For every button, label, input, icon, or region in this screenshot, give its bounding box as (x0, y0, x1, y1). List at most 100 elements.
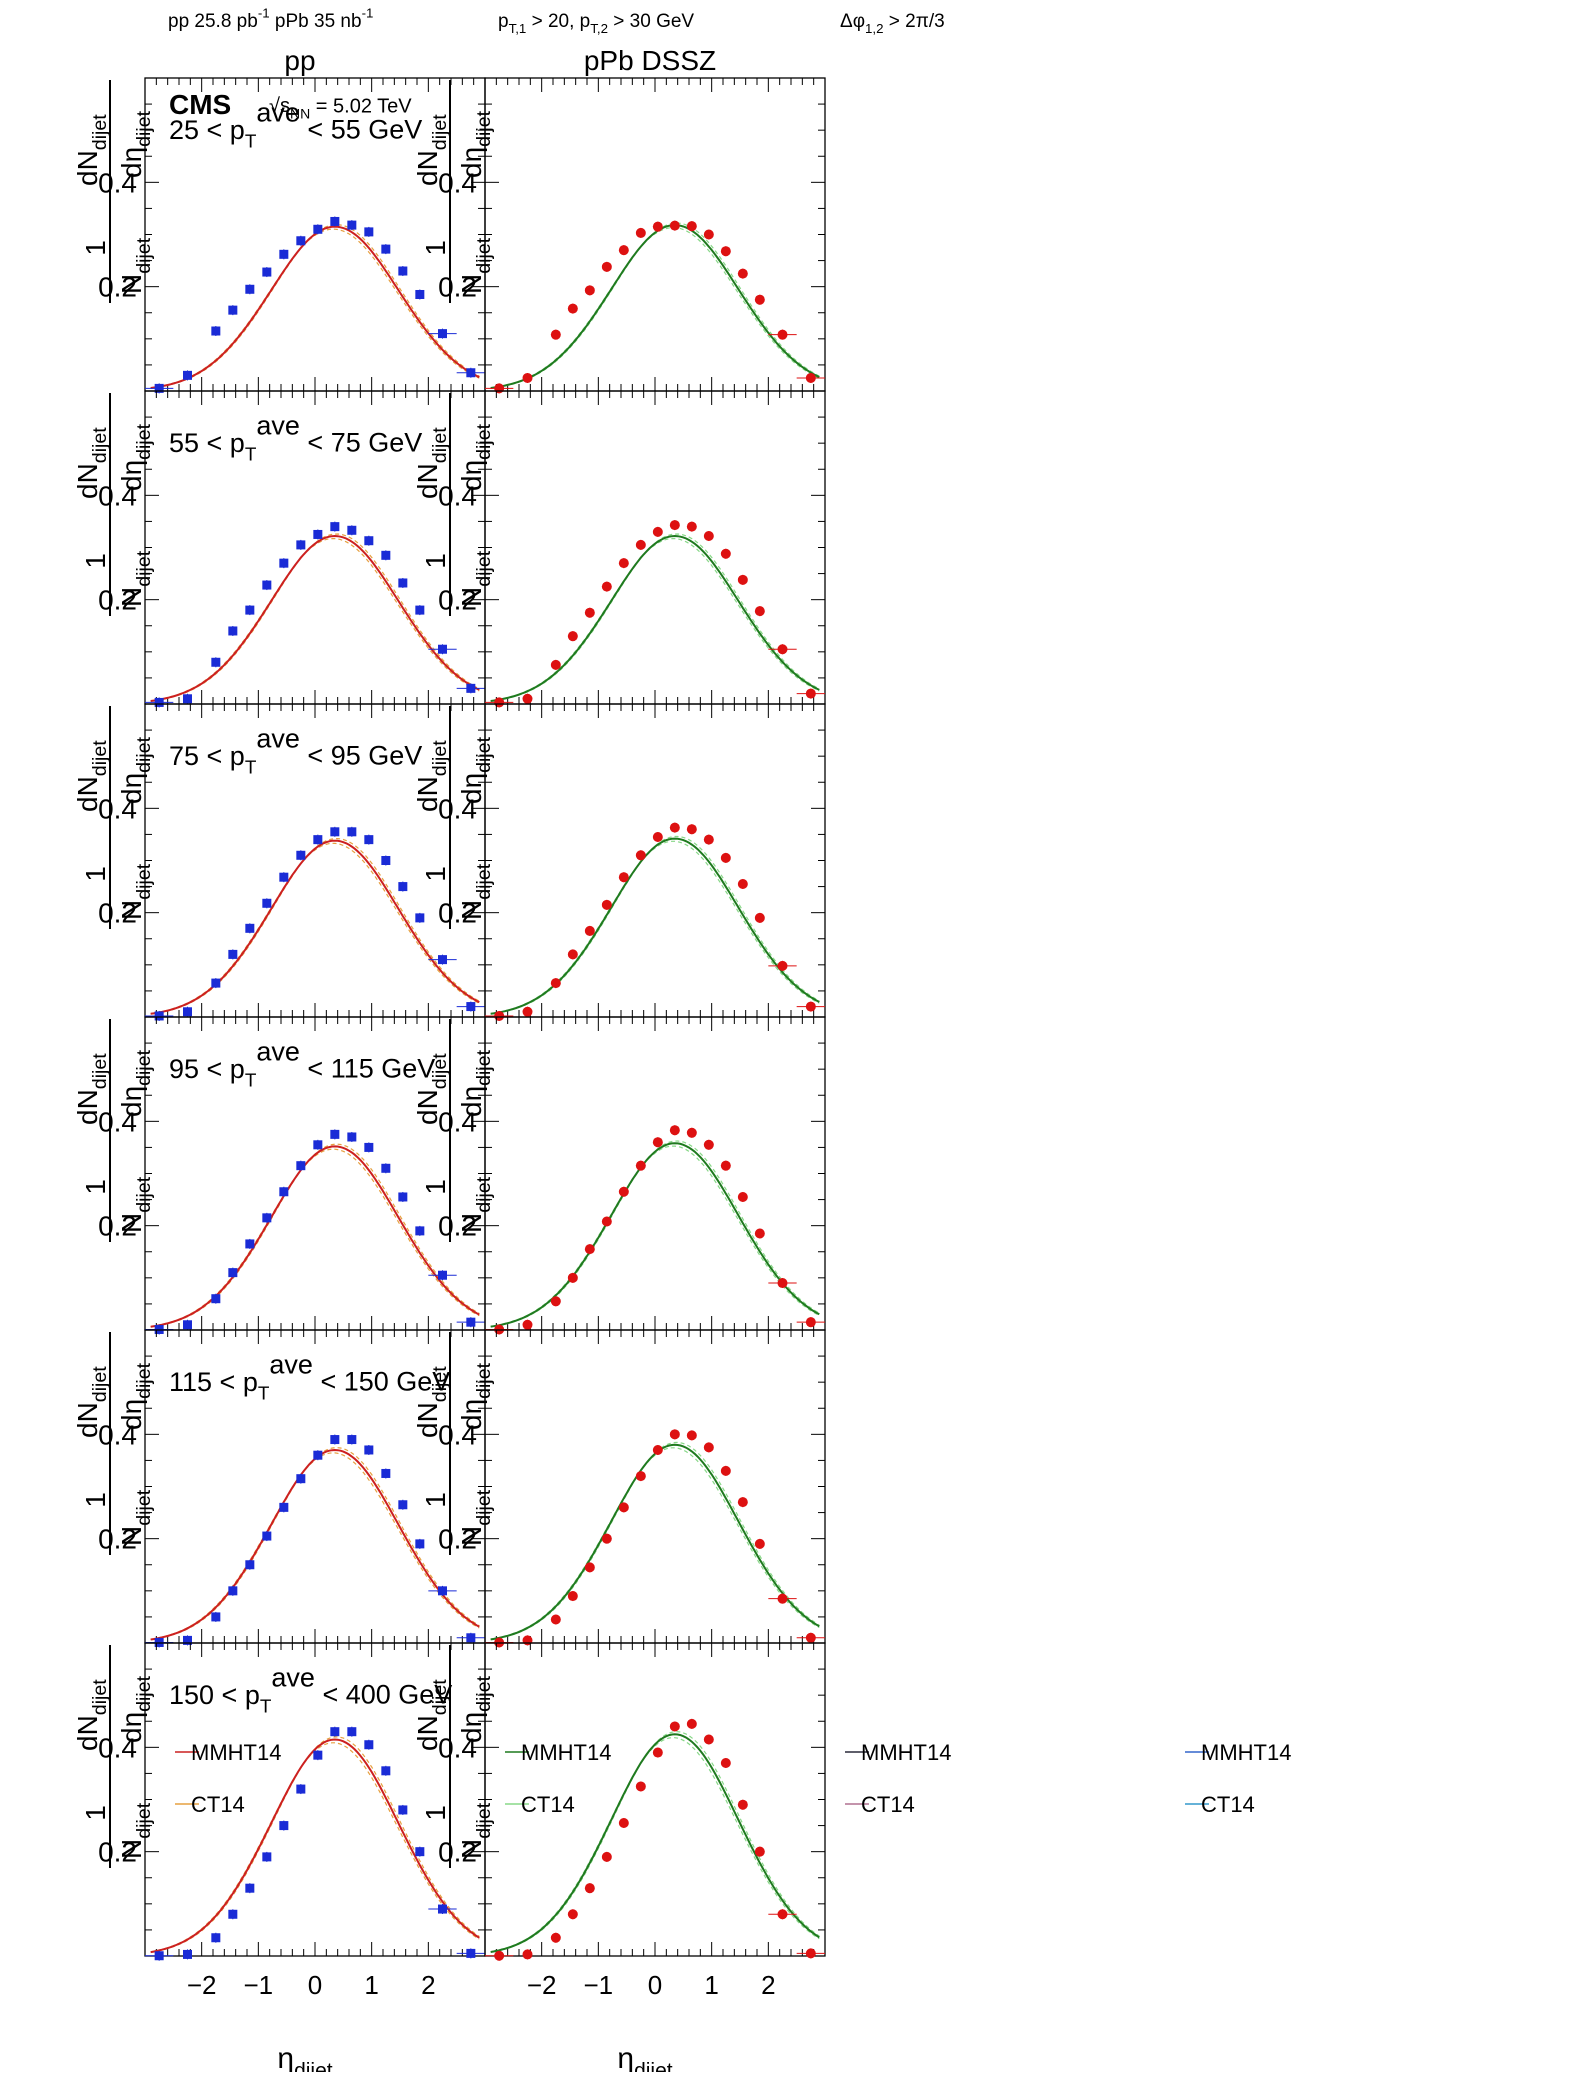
data-point (228, 949, 238, 959)
y-tick-label: 0.2 (438, 1524, 477, 1555)
data-point (154, 1011, 164, 1021)
data-point (550, 1614, 561, 1625)
data-point (228, 1909, 238, 1919)
header-dphi-cut: Δφ1,2 > 2π/3 (840, 11, 945, 36)
data-point (567, 1272, 578, 1283)
data-point (211, 1612, 221, 1622)
y-axis-label: 1 Ndijet (420, 1445, 495, 1555)
y-axis-label: 1 Ndijet (80, 819, 155, 929)
data-point (398, 1192, 408, 1202)
data-point (601, 1851, 612, 1862)
data-point (805, 688, 816, 699)
data-point (347, 525, 357, 535)
data-point (415, 1539, 425, 1549)
y-axis-label: 1 Ndijet (420, 1758, 495, 1868)
y-tick-label: 0.4 (438, 1419, 477, 1450)
data-point (754, 1228, 765, 1239)
y-label-N: Ndijet (116, 1802, 155, 1859)
data-point (347, 827, 357, 837)
y-label-dN: dNdijet (412, 1366, 451, 1438)
panel-label: 25 < pTave < 55 GeV (169, 98, 422, 153)
x-tick-label: 0 (648, 1970, 662, 2000)
data-point (669, 520, 680, 531)
y-label-N: Ndijet (456, 550, 495, 607)
data-point (567, 631, 578, 642)
y-axis-label: 1 Ndijet (80, 1445, 155, 1555)
data-point (364, 1740, 374, 1750)
data-point (686, 521, 697, 532)
y-label-deta: dηdijet (456, 1362, 495, 1430)
data-point (601, 581, 612, 592)
data-point (618, 245, 629, 256)
legend-label: CT14 (1201, 1792, 1255, 1817)
theory-band-lower (490, 538, 820, 702)
data-point (720, 1465, 731, 1476)
data-point (398, 578, 408, 588)
panel-label: 95 < pTave < 115 GeV (169, 1037, 435, 1092)
y-label-deta: dηdijet (116, 110, 155, 178)
y-label-N: Ndijet (456, 237, 495, 294)
y-tick-label: 0.4 (438, 480, 477, 511)
y-label-N: Ndijet (116, 1489, 155, 1546)
theory-curve (150, 1448, 480, 1641)
data-point (686, 1430, 697, 1441)
y-tick-label: 0.2 (98, 1524, 137, 1555)
data-point (522, 372, 533, 383)
data-point (262, 1531, 272, 1541)
y-label-dN: dNdijet (72, 740, 111, 812)
y-label-dN: dNdijet (72, 1366, 111, 1438)
y-axis-label: 1 Ndijet (420, 1132, 495, 1242)
theory-band-lower (490, 840, 820, 1015)
y-label-deta: dηdijet (456, 423, 495, 491)
theory-band-upper (490, 533, 820, 702)
y-label-dN: dNdijet (412, 427, 451, 499)
data-point (805, 1001, 816, 1012)
data-point (635, 539, 646, 550)
data-point (754, 912, 765, 923)
y-label-deta: dηdijet (456, 736, 495, 804)
data-point (669, 822, 680, 833)
y-label-N: Ndijet (116, 550, 155, 607)
y-label-deta: dηdijet (456, 1049, 495, 1117)
y-label-N: Ndijet (456, 1176, 495, 1233)
data-point (398, 1805, 408, 1815)
data-point (183, 1949, 192, 1959)
data-point (584, 285, 595, 296)
data-point (522, 1949, 533, 1960)
data-point (313, 224, 323, 234)
data-point (313, 835, 323, 845)
data-point (364, 227, 374, 237)
data-point (279, 1502, 289, 1512)
legend-group-2: MMHT14 CT14 (505, 1740, 611, 1817)
data-point (245, 923, 255, 933)
y-label-N: Ndijet (116, 1176, 155, 1233)
y-label-deta: dηdijet (116, 1362, 155, 1430)
data-point (777, 644, 788, 655)
data-point (737, 878, 748, 889)
data-point (805, 1632, 816, 1643)
data-point (279, 1821, 289, 1831)
data-point (279, 558, 289, 568)
data-point (245, 605, 255, 615)
data-point (466, 1633, 476, 1643)
data-point (228, 1586, 238, 1596)
data-point (347, 1435, 357, 1445)
data-point (601, 899, 612, 910)
data-point (669, 220, 680, 231)
data-point (415, 605, 425, 615)
y-label-one: 1 (80, 240, 111, 256)
panel-label: 75 < pTave < 95 GeV (169, 724, 422, 779)
data-point (415, 1226, 425, 1236)
data-point (228, 626, 238, 636)
data-point (262, 1852, 272, 1862)
data-point (703, 531, 714, 542)
data-point (438, 955, 447, 965)
y-label-N: Ndijet (456, 1802, 495, 1859)
data-point (777, 1593, 788, 1604)
data-point (438, 1586, 447, 1596)
y-tick-label: 0.2 (98, 1837, 137, 1868)
